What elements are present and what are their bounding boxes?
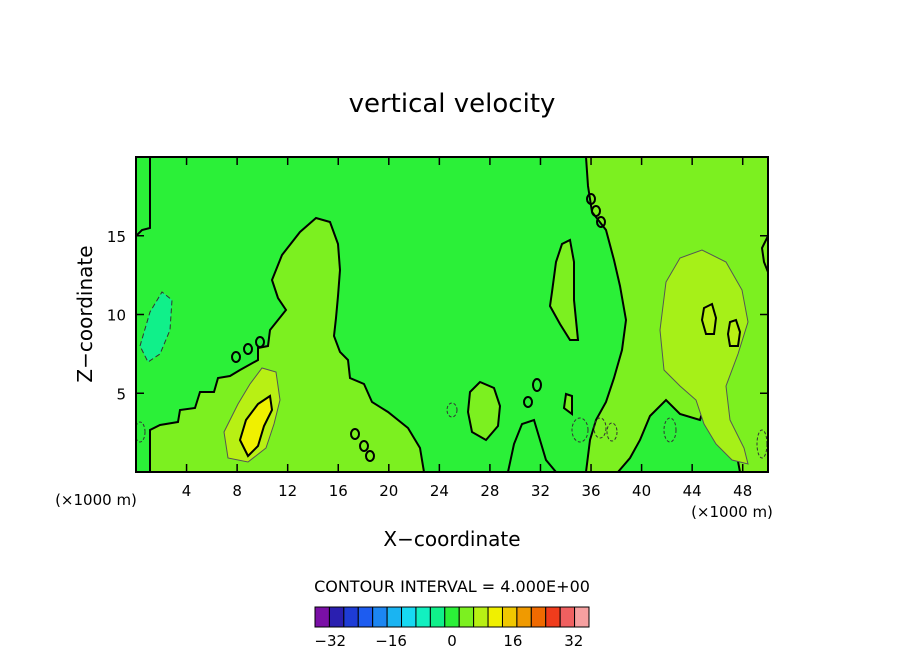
contour-line-right-edge bbox=[760, 235, 768, 273]
x-tick-label: 4 bbox=[182, 482, 192, 500]
colorbar-swatch bbox=[545, 606, 561, 628]
colorbar-swatch bbox=[357, 606, 374, 628]
contour-region-right-cell-a bbox=[700, 302, 718, 335]
colorbar-swatch bbox=[516, 606, 532, 628]
x-tick-label: 20 bbox=[379, 482, 398, 500]
x-tick-label: 12 bbox=[278, 482, 297, 500]
colorbar-tick-label: 32 bbox=[564, 632, 583, 650]
colorbar-swatch bbox=[458, 606, 475, 628]
x-axis-label: X−coordinate bbox=[383, 527, 520, 551]
contour-region-left-plume bbox=[149, 216, 426, 472]
colorbar-tick-label: 0 bbox=[447, 632, 457, 650]
x-tick-label: 44 bbox=[683, 482, 702, 500]
colorbar-ticks: −32 −16 0 16 32 bbox=[314, 632, 583, 650]
colorbar-swatch bbox=[530, 606, 547, 628]
x-tick-label: 16 bbox=[329, 482, 348, 500]
contour-line-bottom-mid bbox=[507, 418, 557, 472]
y-tick-label: 15 bbox=[107, 228, 126, 246]
y-axis: 5 10 15 bbox=[107, 228, 768, 403]
colorbar-tick-label: −32 bbox=[314, 632, 346, 650]
colorbar bbox=[314, 606, 590, 628]
colorbar-swatch bbox=[501, 606, 518, 628]
colorbar-swatch bbox=[401, 606, 417, 628]
x-unit-right: (×1000 m) bbox=[691, 503, 773, 521]
chart-title: vertical velocity bbox=[349, 89, 556, 119]
colorbar-swatch bbox=[444, 606, 460, 628]
contour-negative-blobs bbox=[136, 402, 768, 459]
x-tick-label: 36 bbox=[581, 482, 600, 500]
colorbar-swatch bbox=[328, 606, 345, 628]
colorbar-tick-label: 16 bbox=[503, 632, 522, 650]
colorbar-tick-label: −16 bbox=[375, 632, 407, 650]
contour-line-left-edge bbox=[136, 157, 151, 237]
y-axis-label: Z−coordinate bbox=[73, 245, 97, 382]
plot-area bbox=[136, 157, 768, 472]
colorbar-swatch bbox=[372, 606, 388, 628]
x-axis: 4 8 12 16 20 24 28 32 36 40 44 48 bbox=[182, 157, 752, 500]
contour-region-patch-x34 bbox=[562, 392, 573, 416]
contour-region-right-cell-b bbox=[726, 318, 742, 347]
x-tick-label: 24 bbox=[430, 482, 449, 500]
contour-interval-text: CONTOUR INTERVAL = 4.000E+00 bbox=[314, 577, 590, 596]
colorbar-swatch bbox=[487, 606, 503, 628]
y-tick-label: 10 bbox=[107, 307, 126, 325]
x-tick-label: 28 bbox=[480, 482, 499, 500]
x-tick-label: 32 bbox=[531, 482, 550, 500]
x-tick-label: 8 bbox=[232, 482, 242, 500]
colorbar-swatch bbox=[559, 606, 576, 628]
colorbar-swatch bbox=[415, 606, 431, 628]
colorbar-swatch bbox=[574, 606, 590, 628]
contour-region-thin-column bbox=[548, 238, 580, 341]
x-tick-label: 48 bbox=[733, 482, 752, 500]
colorbar-swatch bbox=[343, 606, 359, 628]
contour-region-updraft-inner bbox=[238, 394, 274, 458]
y-tick-label: 5 bbox=[116, 385, 126, 403]
x-tick-label: 40 bbox=[632, 482, 651, 500]
contour-region-right-core bbox=[659, 249, 749, 465]
colorbar-swatch bbox=[429, 606, 446, 628]
contour-region-patch-x28 bbox=[466, 380, 502, 442]
colorbar-swatch bbox=[314, 606, 330, 628]
x-unit-left: (×1000 m) bbox=[55, 491, 137, 509]
contour-loops bbox=[231, 193, 606, 462]
colorbar-swatch bbox=[386, 606, 403, 628]
contour-region-downdraft-left bbox=[139, 291, 173, 363]
colorbar-swatch bbox=[473, 606, 489, 628]
